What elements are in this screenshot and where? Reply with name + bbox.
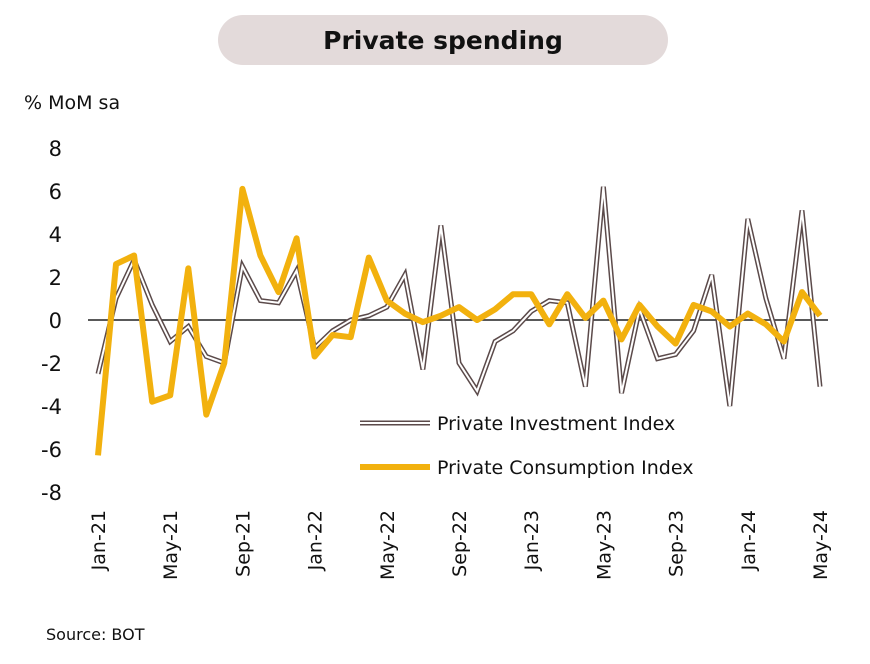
series-layer <box>95 185 823 456</box>
x-tick-label: May-24 <box>810 510 832 580</box>
y-tick-label: -6 <box>41 438 62 462</box>
x-tick-label: Jan-22 <box>305 510 327 571</box>
legend-label-consumption: Private Consumption Index <box>437 457 693 479</box>
y-tick-label: 8 <box>49 137 62 161</box>
series-line-private-consumption <box>95 185 823 456</box>
y-tick-label: -8 <box>41 481 62 505</box>
x-tick-label: Sep-23 <box>666 510 688 577</box>
x-tick-label: May-21 <box>160 510 182 580</box>
x-tick-label: May-23 <box>593 510 615 580</box>
source-note: Source: BOT <box>46 625 145 644</box>
y-tick-label: -2 <box>41 352 62 376</box>
chart-title-pill: Private spending <box>218 15 668 65</box>
y-axis-ticks: 8 6 4 2 0 -2 -4 -6 -8 <box>41 137 62 505</box>
x-tick-label: Sep-21 <box>232 510 254 577</box>
y-tick-label: 2 <box>49 266 62 290</box>
x-tick-label: Jan-21 <box>88 510 110 571</box>
series-line-private-investment-inner <box>97 186 821 407</box>
x-tick-label: May-22 <box>377 510 399 580</box>
y-tick-label: 6 <box>49 180 62 204</box>
y-axis-unit-label: % MoM sa <box>24 92 121 114</box>
legend: Private Investment Index Private Consumpt… <box>360 413 693 479</box>
x-tick-label: Jan-24 <box>738 510 760 571</box>
x-tick-label: Sep-22 <box>449 510 471 577</box>
x-tick-label: Jan-23 <box>521 510 543 571</box>
y-tick-label: 4 <box>49 223 62 247</box>
legend-label-investment: Private Investment Index <box>437 413 675 435</box>
chart-title: Private spending <box>323 25 563 55</box>
series-line-private-investment-outer <box>95 186 823 407</box>
x-axis-ticks: Jan-21 May-21 Sep-21 Jan-22 May-22 Sep-22 Jan-… <box>88 510 832 580</box>
y-tick-label: -4 <box>41 395 62 419</box>
y-tick-label: 0 <box>49 309 62 333</box>
